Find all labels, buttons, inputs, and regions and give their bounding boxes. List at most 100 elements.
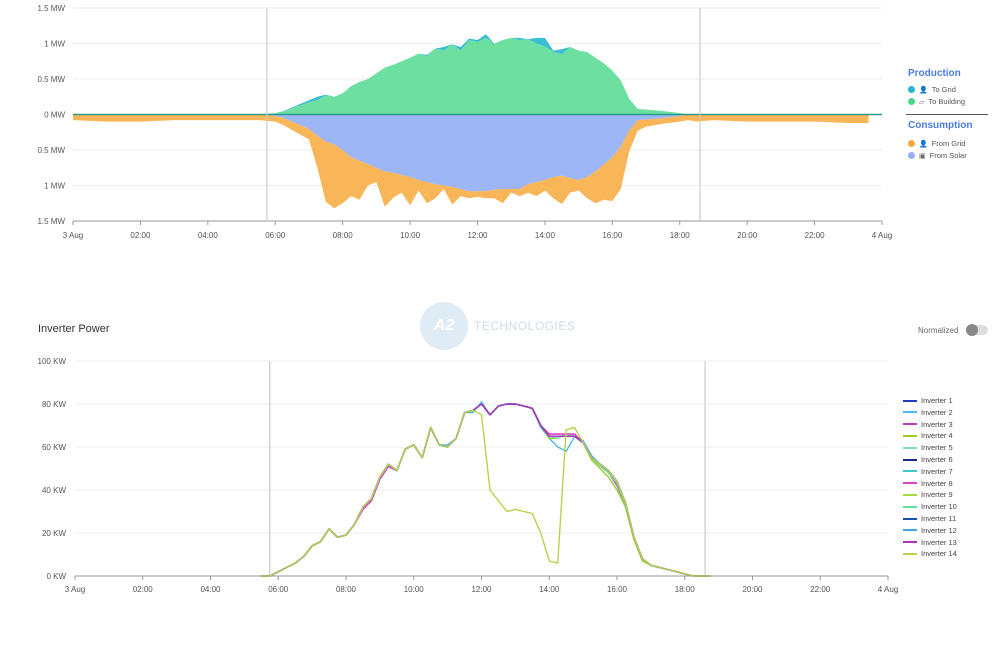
logo-text: TECHNOLOGIES <box>474 319 576 333</box>
legend-item-inverter-10[interactable]: Inverter 10 <box>903 502 957 511</box>
legend-label: Inverter 10 <box>921 502 957 512</box>
company-logo: A2 TECHNOLOGIES <box>420 302 575 350</box>
toggle-knob[interactable] <box>966 324 978 336</box>
y-tick-label: 0.5 MW <box>37 146 65 155</box>
legend-label: Inverter 5 <box>921 443 953 453</box>
legend-item-inverter-9[interactable]: Inverter 9 <box>903 490 953 499</box>
legend-swatch <box>903 399 917 402</box>
series-line-inverter-12 <box>261 403 711 577</box>
legend-item-inverter-4[interactable]: Inverter 4 <box>903 431 953 440</box>
series-line-inverter-2 <box>261 401 711 577</box>
legend-to-grid-label: To Grid <box>931 85 956 94</box>
legend-item-inverter-5[interactable]: Inverter 5 <box>903 443 953 452</box>
series-line-inverter-8 <box>261 403 711 577</box>
car-icon: ▣ <box>919 152 926 160</box>
series-line-inverter-6 <box>261 403 711 577</box>
legend-item-inverter-2[interactable]: Inverter 2 <box>903 408 953 417</box>
person-icon: 👤 <box>919 86 928 94</box>
x-tick-label: 14:00 <box>539 585 560 594</box>
normalized-toggle-label: Normalized <box>918 326 959 335</box>
x-tick-label: 04:00 <box>200 585 221 594</box>
legend-to-building[interactable]: ▱ To Building <box>908 97 965 106</box>
y-tick-label: 0.5 MW <box>37 75 65 84</box>
legend-swatch <box>903 552 917 555</box>
legend-item-inverter-3[interactable]: Inverter 3 <box>903 420 953 429</box>
legend-label: Inverter 6 <box>921 455 953 464</box>
to-building-area <box>73 37 869 115</box>
legend-swatch <box>903 541 917 544</box>
series-line-inverter-10 <box>261 403 711 577</box>
series-line-inverter-7 <box>261 403 711 577</box>
building-icon: ▱ <box>919 98 925 106</box>
legend-item-inverter-7[interactable]: Inverter 7 <box>903 467 953 476</box>
series-line-inverter-9 <box>261 403 711 577</box>
y-tick-label: 1.5 MW <box>37 217 65 226</box>
series-line-inverter-14 <box>261 409 711 577</box>
person-icon: 👤 <box>919 140 928 148</box>
legend-item-inverter-6[interactable]: Inverter 6 <box>903 455 953 464</box>
from-solar-swatch <box>908 152 915 159</box>
y-tick-label: 60 KW <box>42 443 66 452</box>
from-grid-swatch <box>908 140 915 147</box>
legend-swatch <box>903 517 917 520</box>
legend-consumption-title: Consumption <box>908 120 973 131</box>
x-tick-label: 10:00 <box>404 585 425 594</box>
legend-to-building-label: To Building <box>928 97 966 106</box>
x-tick-label: 3 Aug <box>65 585 85 594</box>
series-line-inverter-3 <box>261 403 711 577</box>
y-tick-label: 40 KW <box>42 486 66 495</box>
series-line-inverter-4 <box>261 403 711 577</box>
x-tick-label: 06:00 <box>265 231 286 240</box>
series-line-inverter-13 <box>261 403 711 577</box>
legend-to-grid[interactable]: 👤 To Grid <box>908 85 956 94</box>
legend-from-solar[interactable]: ▣ From Solar <box>908 151 967 160</box>
y-tick-label: 1.5 MW <box>37 4 65 13</box>
legend-label: Inverter 7 <box>921 466 953 476</box>
to-grid-swatch <box>908 86 915 93</box>
series-line-inverter-1 <box>261 403 711 577</box>
x-tick-label: 20:00 <box>742 585 763 594</box>
legend-item-inverter-8[interactable]: Inverter 8 <box>903 479 953 488</box>
y-tick-label: 100 KW <box>38 357 67 366</box>
x-tick-label: 3 Aug <box>63 231 83 240</box>
legend-swatch <box>903 434 917 437</box>
x-tick-label: 22:00 <box>810 585 831 594</box>
x-tick-label: 02:00 <box>133 585 154 594</box>
x-tick-label: 02:00 <box>130 231 151 240</box>
legend-label: Inverter 2 <box>921 407 953 417</box>
legend-label: Inverter 3 <box>921 419 953 429</box>
legend-label: Inverter 4 <box>921 431 953 441</box>
y-tick-label: 0 MW <box>44 111 65 120</box>
x-tick-label: 4 Aug <box>872 231 892 240</box>
legend-label: Inverter 14 <box>921 549 957 559</box>
legend-item-inverter-13[interactable]: Inverter 13 <box>903 538 957 547</box>
x-tick-label: 22:00 <box>805 231 826 240</box>
legend-swatch <box>903 529 917 532</box>
legend-from-grid[interactable]: 👤 From Grid <box>908 139 965 148</box>
legend-swatch <box>903 482 917 485</box>
legend-swatch <box>903 411 917 414</box>
x-tick-label: 18:00 <box>670 231 691 240</box>
legend-label: Inverter 13 <box>921 537 957 547</box>
x-tick-label: 08:00 <box>333 231 354 240</box>
legend-label: Inverter 8 <box>921 478 953 488</box>
legend-item-inverter-11[interactable]: Inverter 11 <box>903 514 956 523</box>
series-line-inverter-11 <box>261 403 711 577</box>
legend-item-inverter-14[interactable]: Inverter 14 <box>903 549 957 558</box>
x-tick-label: 18:00 <box>675 585 696 594</box>
legend-label: Inverter 11 <box>921 514 957 523</box>
from-solar-area <box>73 114 869 192</box>
to-building-swatch <box>908 98 915 105</box>
legend-item-inverter-1[interactable]: Inverter 1 <box>903 396 953 405</box>
x-tick-label: 4 Aug <box>878 585 898 594</box>
x-tick-label: 12:00 <box>471 585 492 594</box>
x-tick-label: 14:00 <box>535 231 556 240</box>
normalized-toggle[interactable] <box>966 324 988 336</box>
legend-swatch <box>903 493 917 496</box>
legend-swatch <box>903 458 917 461</box>
legend-item-inverter-12[interactable]: Inverter 12 <box>903 526 957 535</box>
legend-from-grid-label: From Grid <box>931 139 966 148</box>
legend-from-solar-label: From Solar <box>929 151 967 160</box>
y-tick-label: 1 MW <box>44 182 65 191</box>
legend-swatch <box>903 470 917 473</box>
